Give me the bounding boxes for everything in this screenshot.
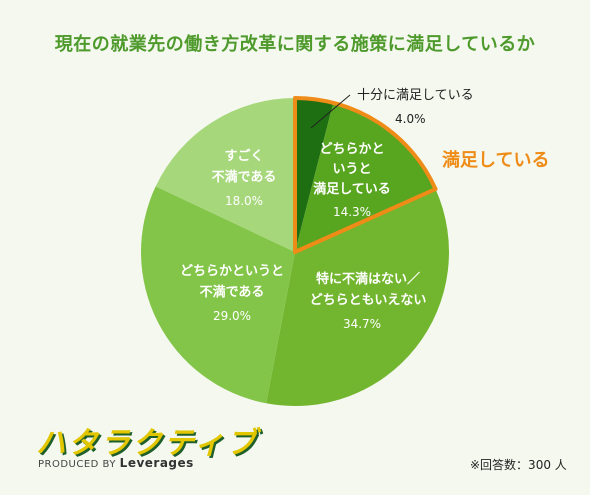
slice-label-neutral: 特に不満はない／ どちらともいえない [310, 271, 427, 308]
logo-produced-by: PRODUCED BY [38, 459, 116, 470]
logo-sub: PRODUCED BY Leverages [38, 456, 194, 470]
svg-text:すごく: すごく [224, 148, 263, 164]
respondent-footnote: ※回答数：300 人 [470, 458, 567, 472]
slice-pct-very-dissatisfied: 18.0% [225, 194, 263, 208]
logo-mark: ハタラクティブ [36, 426, 259, 461]
svg-text:どちらともいえない: どちらともいえない [310, 293, 427, 308]
slice-pct-neutral: 34.7% [343, 317, 381, 331]
pie-slice-very-satisfied [295, 98, 334, 252]
svg-text:どちらかと: どちらかと [319, 142, 384, 157]
slice-label-somewhat-satisfied: どちらかと いうと 満足している [313, 142, 391, 197]
svg-text:いうと: いうと [332, 162, 371, 177]
slice-pct-somewhat-satisfied: 14.3% [333, 205, 371, 219]
svg-text:特に不満はない／: 特に不満はない／ [316, 271, 420, 287]
slice-label-very-dissatisfied: すごく 不満である [212, 148, 277, 185]
slice-label-very-satisfied: 十分に満足している [357, 88, 474, 103]
svg-text:満足している: 満足している [313, 181, 391, 197]
pie-slice-very-dissatisfied [155, 98, 295, 252]
svg-text:不満である: 不満である [212, 169, 277, 185]
slice-label-somewhat-dissatisfied: どちらかというと 不満である [180, 264, 284, 300]
svg-text:どちらかというと: どちらかというと [180, 264, 284, 279]
satisfied-highlight-outline [293, 96, 438, 254]
chart-title: 現在の就業先の働き方改革に関する施策に満足しているか [54, 34, 536, 55]
slice-pct-very-satisfied: 4.0% [395, 112, 426, 126]
svg-text:不満である: 不満である [200, 284, 265, 300]
pie-slice-somewhat-dissatisfied [140, 186, 295, 404]
logo-brand: Leverages [119, 456, 194, 470]
pie-slice-neutral [266, 189, 449, 406]
leader-line [310, 94, 351, 129]
satisfied-annotation: 満足している [442, 150, 550, 171]
slice-pct-somewhat-dissatisfied: 29.0% [213, 309, 251, 323]
